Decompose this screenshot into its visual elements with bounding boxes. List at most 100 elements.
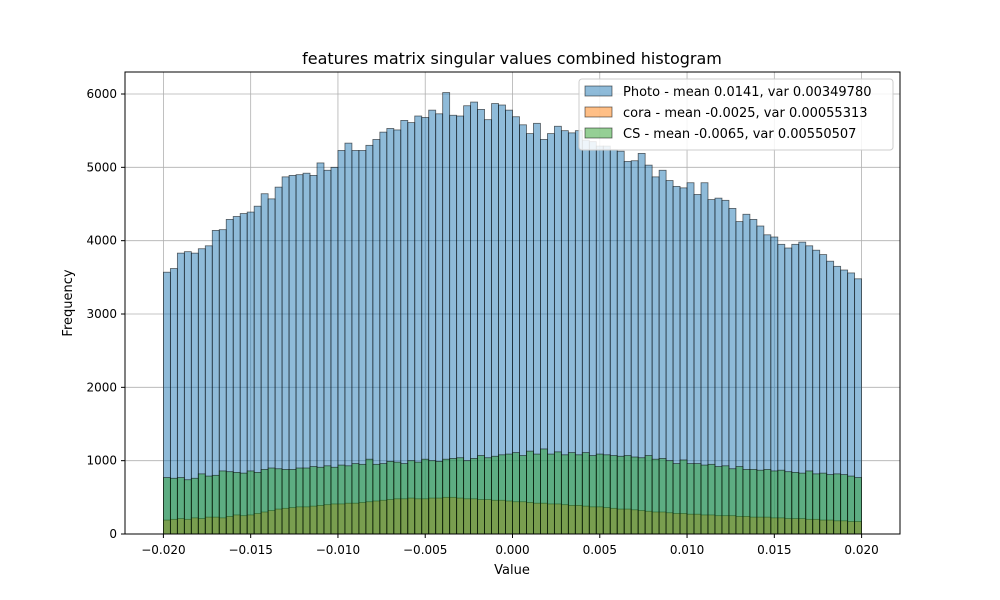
histogram-bar — [686, 463, 695, 535]
histogram-bar — [435, 460, 444, 535]
histogram-bar — [316, 466, 325, 535]
y-tick-label: 0 — [109, 527, 117, 541]
histogram-bar — [547, 453, 555, 535]
histogram-bar — [183, 479, 192, 535]
histogram-bar — [163, 477, 171, 535]
histogram-bar — [637, 457, 646, 535]
x-tick-label: −0.015 — [228, 543, 272, 557]
histogram-bar — [204, 475, 213, 535]
y-tick-label: 5000 — [86, 160, 117, 174]
x-tick-label: −0.020 — [141, 543, 185, 557]
histogram-bar — [609, 455, 618, 535]
x-tick-label: 0.015 — [757, 543, 791, 557]
histogram-bar — [498, 454, 506, 535]
histogram-bar — [707, 463, 716, 535]
x-tick-label: 0.005 — [583, 543, 617, 557]
histogram-bar — [616, 455, 625, 535]
histogram-bar — [581, 452, 590, 535]
axes: −0.020 −0.015 −0.010 −0.005 0.000 0.005 0.010 0… — [86, 87, 878, 557]
x-tick-label: −0.010 — [316, 543, 360, 557]
histogram-bar — [505, 453, 513, 535]
histogram-bar — [358, 463, 367, 535]
histogram-bar — [742, 469, 751, 535]
histogram-bar — [819, 472, 828, 535]
histogram-bar — [393, 461, 402, 535]
histogram-bars — [163, 92, 862, 535]
histogram-bar — [777, 469, 786, 535]
legend-entry: Photo - mean 0.0141, var 0.00349780 — [623, 85, 872, 100]
histogram-bar — [749, 469, 758, 535]
histogram-bar — [470, 458, 478, 535]
histogram-bar — [560, 454, 569, 535]
histogram-bar — [651, 458, 660, 535]
histogram-bar — [330, 466, 339, 535]
histogram-bar — [574, 454, 583, 535]
histogram-bar — [197, 473, 206, 535]
legend-entry: cora - mean -0.0025, var 0.00055313 — [623, 106, 868, 121]
histogram-bar — [567, 452, 576, 535]
y-tick-label: 1000 — [86, 454, 117, 468]
histogram-bar — [770, 470, 779, 535]
histogram-bar — [456, 457, 465, 535]
histogram-bar — [288, 469, 297, 535]
histogram-bar — [553, 451, 562, 535]
y-tick-label: 6000 — [86, 87, 117, 101]
histogram-bar — [281, 469, 290, 535]
histogram-bar — [414, 461, 423, 535]
histogram-bar — [840, 474, 849, 535]
histogram-bar — [623, 455, 632, 535]
histogram-bar — [442, 458, 451, 535]
histogram-bar — [246, 470, 255, 535]
histogram-bar — [379, 463, 388, 535]
histogram-bar — [805, 470, 814, 535]
histogram-bar — [512, 452, 520, 535]
histogram-bar — [239, 472, 248, 535]
histogram-bar — [253, 471, 262, 535]
chart-title: features matrix singular values combined… — [302, 49, 722, 68]
series-0-bars — [163, 92, 862, 535]
histogram-bar — [400, 463, 409, 535]
histogram-bar — [323, 465, 332, 535]
histogram-bar — [847, 475, 856, 535]
x-tick-label: 0.000 — [495, 543, 529, 557]
histogram-bar — [728, 468, 737, 535]
histogram-bar — [484, 457, 492, 535]
legend-box — [578, 78, 894, 151]
histogram-bar — [267, 467, 276, 535]
histogram-bar — [344, 465, 353, 535]
histogram-bar — [798, 472, 807, 535]
histogram-bar — [260, 469, 269, 535]
histogram-bar — [302, 467, 311, 535]
histogram-bar — [421, 458, 430, 535]
histogram-bar — [491, 455, 499, 535]
histogram-bar — [658, 458, 667, 535]
histogram-bar — [274, 468, 283, 535]
legend: Photo - mean 0.0141, var 0.00349780 cora … — [578, 78, 894, 151]
x-tick-label: 0.020 — [844, 543, 878, 557]
legend-entry: CS - mean -0.0065, var 0.00550507 — [623, 127, 856, 142]
legend-swatch — [584, 106, 613, 118]
histogram-bar — [644, 455, 653, 535]
histogram-bar — [714, 466, 723, 535]
histogram-bar — [428, 460, 437, 535]
histogram-bar — [463, 460, 472, 535]
y-tick-label: 3000 — [86, 307, 117, 321]
histogram-bar — [854, 477, 862, 535]
histogram-bar — [756, 469, 765, 535]
legend-swatch — [584, 127, 613, 139]
histogram-bar — [176, 477, 185, 535]
y-axis-label: Frequency — [61, 269, 76, 336]
histogram-bar — [190, 477, 199, 535]
histogram-bar — [833, 473, 842, 535]
histogram-bar — [763, 469, 772, 535]
histogram-bar — [665, 460, 674, 535]
x-axis-label: Value — [494, 563, 530, 578]
histogram-bar — [449, 458, 458, 535]
histogram-bar — [225, 471, 234, 535]
histogram-bar — [784, 471, 793, 535]
histogram-bar — [588, 455, 597, 535]
histogram-bar — [372, 463, 381, 535]
x-tick-label: 0.010 — [670, 543, 704, 557]
histogram-bar — [540, 448, 548, 535]
